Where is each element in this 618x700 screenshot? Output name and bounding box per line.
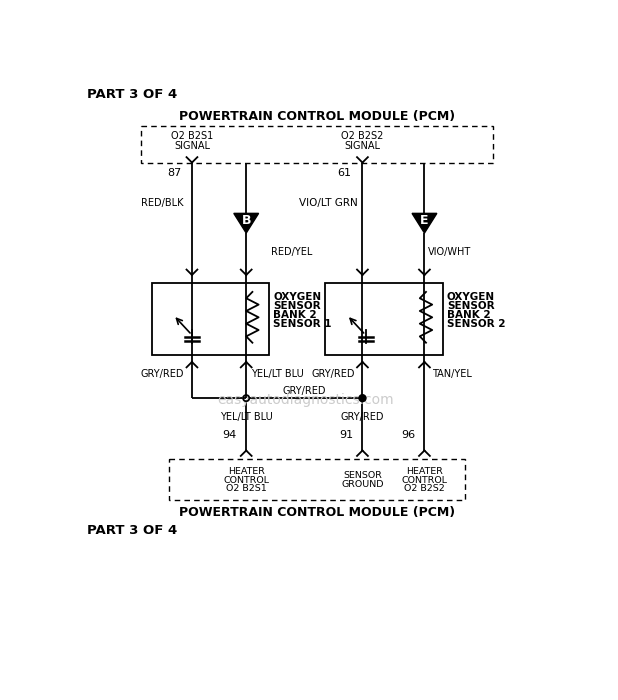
Text: 94: 94: [222, 430, 237, 440]
Text: SENSOR: SENSOR: [343, 471, 382, 480]
Circle shape: [359, 395, 366, 402]
Text: SIGNAL: SIGNAL: [174, 141, 210, 150]
Text: CONTROL: CONTROL: [223, 476, 269, 484]
Bar: [151, 283, 269, 355]
Text: TAN/YEL: TAN/YEL: [433, 370, 472, 379]
Text: YEL/LT BLU: YEL/LT BLU: [220, 412, 273, 421]
Text: SENSOR: SENSOR: [273, 301, 321, 311]
Text: RED/BLK: RED/BLK: [142, 198, 184, 209]
Polygon shape: [412, 214, 437, 233]
Text: O2 B2S1: O2 B2S1: [226, 484, 266, 493]
Text: O2 B2S2: O2 B2S2: [404, 484, 445, 493]
Text: RED/YEL: RED/YEL: [271, 247, 312, 257]
Text: easyautodiagnostics.com: easyautodiagnostics.com: [218, 393, 394, 407]
Text: BANK 2: BANK 2: [273, 310, 317, 320]
Text: SIGNAL: SIGNAL: [344, 141, 381, 150]
Text: PART 3 OF 4: PART 3 OF 4: [87, 88, 177, 102]
Text: GRY/RED: GRY/RED: [141, 370, 184, 379]
Text: 96: 96: [401, 430, 415, 440]
Text: SENSOR 1: SENSOR 1: [273, 319, 332, 329]
Text: OXYGEN: OXYGEN: [273, 291, 321, 302]
Text: SENSOR 2: SENSOR 2: [447, 319, 506, 329]
Text: SENSOR: SENSOR: [447, 301, 494, 311]
Text: OXYGEN: OXYGEN: [447, 291, 495, 302]
Text: E: E: [420, 214, 429, 228]
Text: GRY/RED: GRY/RED: [341, 412, 384, 421]
Bar: [141, 126, 493, 162]
Text: GRY/RED: GRY/RED: [282, 386, 326, 396]
Text: O2 B2S1: O2 B2S1: [171, 132, 213, 141]
Polygon shape: [234, 214, 258, 233]
Text: O2 B2S2: O2 B2S2: [341, 132, 384, 141]
Bar: [169, 459, 465, 500]
Text: HEATER: HEATER: [406, 467, 443, 476]
Text: VIO/WHT: VIO/WHT: [428, 247, 472, 257]
Text: HEATER: HEATER: [228, 467, 265, 476]
Text: GROUND: GROUND: [341, 480, 384, 489]
Text: B: B: [242, 214, 251, 228]
Text: PART 3 OF 4: PART 3 OF 4: [87, 524, 177, 537]
Text: GRY/RED: GRY/RED: [311, 370, 355, 379]
Bar: [325, 283, 443, 355]
Text: 87: 87: [167, 168, 181, 178]
Text: POWERTRAIN CONTROL MODULE (PCM): POWERTRAIN CONTROL MODULE (PCM): [179, 110, 455, 122]
Text: CONTROL: CONTROL: [402, 476, 447, 484]
Text: POWERTRAIN CONTROL MODULE (PCM): POWERTRAIN CONTROL MODULE (PCM): [179, 506, 455, 519]
Text: 61: 61: [337, 168, 352, 178]
Text: 91: 91: [339, 430, 353, 440]
Text: VIO/LT GRN: VIO/LT GRN: [299, 198, 358, 209]
Text: YEL/LT BLU: YEL/LT BLU: [251, 370, 303, 379]
Text: BANK 2: BANK 2: [447, 310, 491, 320]
